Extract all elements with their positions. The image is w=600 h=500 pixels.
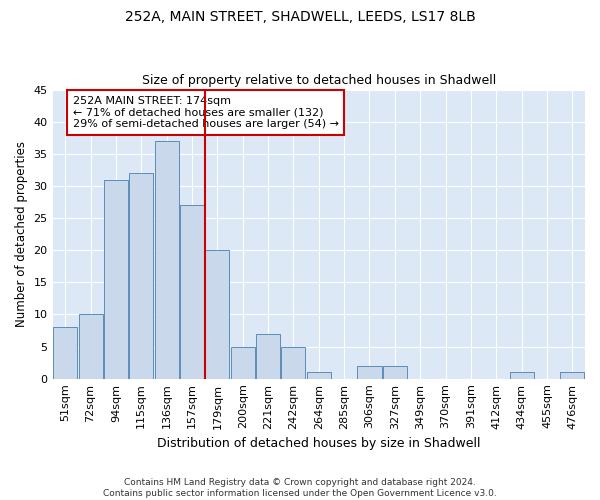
Y-axis label: Number of detached properties: Number of detached properties: [15, 141, 28, 327]
Bar: [180, 205, 204, 378]
Bar: [155, 141, 179, 378]
Text: 252A, MAIN STREET, SHADWELL, LEEDS, LS17 8LB: 252A, MAIN STREET, SHADWELL, LEEDS, LS17…: [125, 10, 475, 24]
Bar: [205, 250, 229, 378]
Text: Contains HM Land Registry data © Crown copyright and database right 2024.
Contai: Contains HM Land Registry data © Crown c…: [103, 478, 497, 498]
Bar: [129, 173, 154, 378]
Bar: [104, 180, 128, 378]
Bar: [307, 372, 331, 378]
Bar: [509, 372, 533, 378]
Bar: [256, 334, 280, 378]
Bar: [53, 328, 77, 378]
Bar: [358, 366, 382, 378]
Bar: [281, 346, 305, 378]
Bar: [230, 346, 255, 378]
Title: Size of property relative to detached houses in Shadwell: Size of property relative to detached ho…: [142, 74, 496, 87]
Text: 252A MAIN STREET: 174sqm
← 71% of detached houses are smaller (132)
29% of semi-: 252A MAIN STREET: 174sqm ← 71% of detach…: [73, 96, 339, 129]
Bar: [79, 314, 103, 378]
Bar: [383, 366, 407, 378]
X-axis label: Distribution of detached houses by size in Shadwell: Distribution of detached houses by size …: [157, 437, 481, 450]
Bar: [560, 372, 584, 378]
